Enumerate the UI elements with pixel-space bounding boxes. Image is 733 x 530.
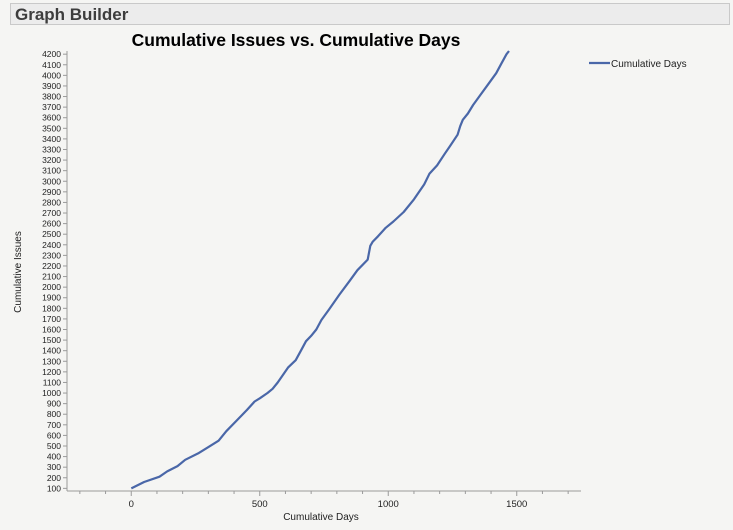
y-tick-label: 3600 <box>42 113 61 123</box>
y-tick-label: 800 <box>47 409 61 419</box>
y-tick-label: 1600 <box>42 325 61 335</box>
y-tick-label: 3800 <box>42 92 61 102</box>
y-axis-title: Cumulative Issues <box>13 231 24 313</box>
y-tick-label: 1400 <box>42 346 61 356</box>
legend[interactable]: Cumulative Days <box>589 59 687 70</box>
y-tick-label: 2400 <box>42 240 61 250</box>
series-line-cumulative-days <box>130 50 510 490</box>
y-tick-label: 1900 <box>42 293 61 303</box>
y-tick-label: 4200 <box>42 49 61 59</box>
y-tick-label: 700 <box>47 420 61 430</box>
y-tick-label: 2200 <box>42 261 61 271</box>
x-axis-ticks: 0 500 1000 1500 <box>79 491 569 510</box>
y-tick-label: 3900 <box>42 81 61 91</box>
y-tick-label: 900 <box>47 399 61 409</box>
x-tick-label: 1500 <box>506 499 527 510</box>
window-title: Graph Builder <box>15 5 129 24</box>
y-tick-label: 1700 <box>42 314 61 324</box>
y-tick-label: 500 <box>47 441 61 451</box>
y-tick-label: 300 <box>47 462 61 472</box>
y-tick-label: 3300 <box>42 144 61 154</box>
x-tick-label: 1000 <box>378 499 399 510</box>
y-tick-label: 4100 <box>42 60 61 70</box>
y-tick-label: 1500 <box>42 335 61 345</box>
y-tick-label: 1800 <box>42 303 61 313</box>
y-tick-label: 1300 <box>42 356 61 366</box>
y-tick-label: 2300 <box>42 250 61 260</box>
y-tick-label: 2800 <box>42 197 61 207</box>
y-tick-label: 1100 <box>43 377 62 387</box>
x-tick-label: 500 <box>252 499 268 510</box>
x-tick-label: 0 <box>129 499 134 510</box>
y-tick-label: 2100 <box>42 272 61 282</box>
chart-title: Cumulative Issues vs. Cumulative Days <box>132 30 461 50</box>
y-tick-label: 3700 <box>42 102 61 112</box>
y-tick-label: 400 <box>47 452 61 462</box>
y-tick-label: 4000 <box>42 70 61 80</box>
y-tick-label: 200 <box>47 473 61 483</box>
y-tick-label: 3000 <box>42 176 61 186</box>
graph-builder-header: Graph Builder <box>10 3 730 25</box>
y-tick-label: 3400 <box>42 134 61 144</box>
y-tick-label: 3100 <box>42 166 61 176</box>
y-tick-label: 1000 <box>42 388 61 398</box>
x-axis-title: Cumulative Days <box>283 512 359 523</box>
y-axis-ticks: 1002003004005006007008009001000110012001… <box>42 49 67 493</box>
y-tick-label: 2000 <box>42 282 61 292</box>
y-tick-label: 1200 <box>42 367 61 377</box>
y-tick-label: 100 <box>47 483 61 493</box>
y-tick-label: 2900 <box>42 187 61 197</box>
y-tick-label: 2600 <box>42 219 61 229</box>
legend-label-cumulative-days: Cumulative Days <box>611 59 687 70</box>
y-tick-label: 2500 <box>42 229 61 239</box>
y-tick-label: 3200 <box>42 155 61 165</box>
y-tick-label: 2700 <box>42 208 61 218</box>
y-tick-label: 600 <box>47 430 61 440</box>
y-tick-label: 3500 <box>42 123 61 133</box>
